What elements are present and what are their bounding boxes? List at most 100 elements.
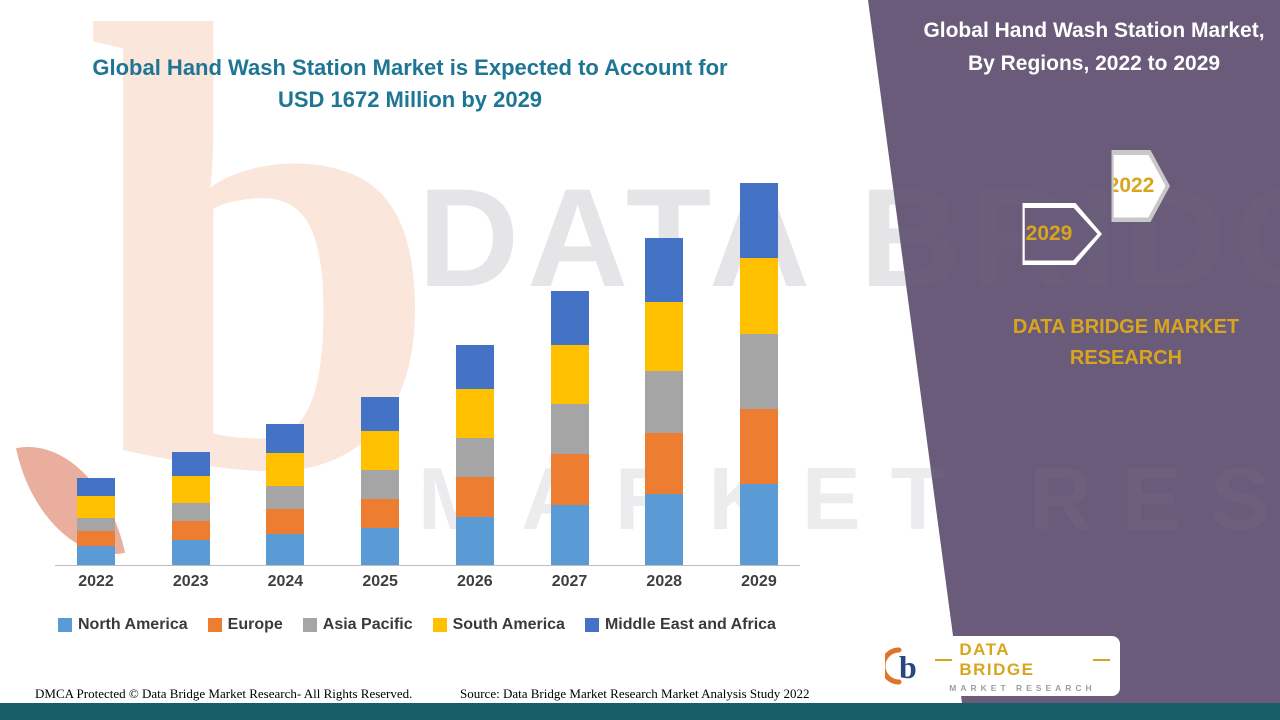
bar-column bbox=[444, 345, 506, 565]
bar-segment bbox=[266, 486, 305, 510]
legend-label: Asia Pacific bbox=[322, 616, 413, 633]
bar-segment bbox=[550, 504, 589, 565]
legend: North America Europe Asia Pacific South Ame… bbox=[58, 616, 848, 634]
x-axis-label: 2027 bbox=[551, 573, 588, 590]
bar-segment bbox=[77, 545, 115, 565]
bar-segment bbox=[455, 345, 494, 390]
panel-brand-text: DATA BRIDGE MARKET RESEARCH bbox=[1012, 316, 1240, 369]
legend-item: Asia Pacific bbox=[302, 616, 413, 634]
bar-segment bbox=[550, 344, 589, 404]
legend-label: Europe bbox=[227, 616, 283, 633]
bar-segment bbox=[455, 477, 494, 517]
bar-segment bbox=[171, 452, 210, 477]
stacked-bar bbox=[645, 237, 684, 565]
bar-segment bbox=[739, 334, 778, 409]
bar-column bbox=[633, 237, 695, 565]
bar-segment bbox=[266, 509, 305, 535]
legend-item: North America bbox=[58, 616, 188, 634]
footer-source-text: Source: Data Bridge Market Research Mark… bbox=[460, 686, 810, 701]
bar-segment bbox=[645, 370, 684, 433]
x-axis-label: 2029 bbox=[741, 573, 777, 590]
x-axis-label: 2026 bbox=[457, 573, 493, 590]
chart-title-line1: Global Hand Wash Station Market is Expec… bbox=[92, 55, 728, 80]
dbmr-logo-text: DATA BRIDGE MARKET RESEARCH bbox=[935, 640, 1110, 693]
bar-segment bbox=[739, 483, 778, 565]
bar-segment bbox=[171, 503, 210, 521]
legend-swatch bbox=[58, 618, 72, 632]
legend-item: Middle East and Africa bbox=[584, 616, 776, 634]
footer-dmca-text: DMCA Protected © Data Bridge Market Rese… bbox=[35, 686, 413, 701]
bar-column bbox=[65, 478, 127, 565]
chart-title: Global Hand Wash Station Market is Expec… bbox=[75, 52, 745, 116]
stacked-bar-chart: 2022 2023 2024 2025 2026 2027 2028 2029 bbox=[55, 183, 800, 591]
bar-segment bbox=[77, 496, 115, 519]
dbmr-logo-letter: b bbox=[899, 649, 917, 685]
bar-segment bbox=[645, 432, 684, 495]
bar-segment bbox=[266, 534, 305, 565]
badge-2022-label: 2022 bbox=[1107, 174, 1155, 197]
bar-segment bbox=[550, 454, 589, 505]
legend-label: Middle East and Africa bbox=[604, 616, 776, 633]
bar-segment bbox=[739, 183, 778, 258]
bar-column bbox=[728, 183, 790, 565]
bar-segment bbox=[455, 389, 494, 439]
bar-segment bbox=[77, 478, 115, 497]
logo-brand-name: DATA BRIDGE bbox=[935, 640, 1110, 680]
x-axis-label: 2024 bbox=[267, 573, 304, 590]
bar-segment bbox=[361, 470, 400, 499]
x-axis-label: 2028 bbox=[646, 573, 683, 590]
legend-swatch bbox=[302, 618, 317, 632]
bar-segment bbox=[739, 257, 778, 335]
x-axis-labels: 2022 2023 2024 2025 2026 2027 2028 2029 bbox=[55, 573, 800, 591]
bottom-accent-bar bbox=[0, 703, 1280, 720]
bar-segment bbox=[455, 517, 494, 565]
bar-column bbox=[349, 397, 411, 565]
bar-segment bbox=[171, 520, 210, 540]
stacked-bar bbox=[266, 424, 305, 565]
x-axis-label: 2023 bbox=[172, 573, 209, 590]
dbmr-logo: b DATA BRIDGE MARKET RESEARCH bbox=[875, 636, 1120, 696]
bar-segment bbox=[77, 518, 115, 531]
legend-item: South America bbox=[432, 616, 565, 634]
stacked-bar bbox=[171, 452, 210, 565]
bar-segment bbox=[361, 498, 400, 529]
legend-label: North America bbox=[78, 616, 188, 633]
bar-column bbox=[254, 424, 316, 565]
bar-segment bbox=[171, 539, 210, 565]
bar-segment bbox=[171, 476, 210, 504]
stacked-bar bbox=[77, 478, 115, 565]
bar-segment bbox=[455, 438, 494, 477]
x-axis-label: 2022 bbox=[78, 573, 114, 590]
legend-label: South America bbox=[452, 616, 565, 633]
stacked-bar bbox=[550, 290, 589, 565]
bar-column bbox=[160, 452, 222, 565]
bar-segment bbox=[361, 528, 400, 565]
badge-2029-label: 2029 bbox=[1025, 222, 1073, 245]
stacked-bar bbox=[455, 345, 494, 565]
stacked-bar bbox=[739, 183, 778, 565]
bar-segment bbox=[77, 530, 115, 546]
bar-segment bbox=[266, 424, 305, 454]
dbmr-logo-icon: b bbox=[885, 647, 917, 685]
bar-plot bbox=[55, 183, 800, 566]
bar-segment bbox=[361, 431, 400, 471]
x-axis-label: 2025 bbox=[362, 573, 398, 590]
panel-heading: Global Hand Wash Station Market, By Regi… bbox=[923, 19, 1265, 75]
bar-segment bbox=[550, 403, 589, 455]
legend-swatch bbox=[584, 618, 599, 632]
legend-swatch bbox=[207, 618, 222, 632]
bar-segment bbox=[645, 302, 684, 371]
bar-segment bbox=[739, 408, 778, 484]
bar-segment bbox=[645, 237, 684, 303]
logo-brand-name-label: DATA BRIDGE bbox=[959, 639, 1035, 679]
bar-segment bbox=[550, 290, 589, 345]
chart-title-line2: USD 1672 Million by 2029 bbox=[277, 87, 543, 112]
bar-segment bbox=[645, 494, 684, 565]
bar-segment bbox=[266, 453, 305, 487]
bar-segment bbox=[361, 397, 400, 432]
legend-swatch bbox=[432, 618, 447, 632]
legend-item: Europe bbox=[207, 616, 283, 634]
logo-brand-sub: MARKET RESEARCH bbox=[949, 682, 1096, 693]
bar-column bbox=[539, 290, 601, 565]
